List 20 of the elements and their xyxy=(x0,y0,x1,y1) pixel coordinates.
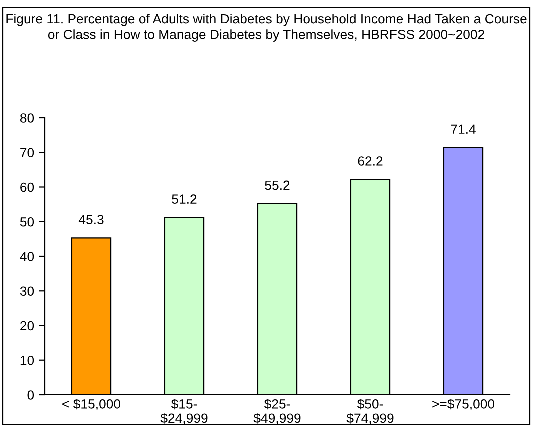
y-tick-label: 40 xyxy=(20,252,34,262)
x-tick-label: $15- $24,999 xyxy=(160,398,208,425)
x-tick-label: < $15,000 xyxy=(62,398,121,410)
x-tick-label: $25- $49,999 xyxy=(254,398,301,425)
data-label: 62.2 xyxy=(358,156,383,166)
x-tick-label: $50- $74,999 xyxy=(346,398,394,425)
x-tick-label: >=$75,000 xyxy=(432,398,495,410)
y-tick-label: 70 xyxy=(20,148,34,158)
y-tick-label: 80 xyxy=(20,114,34,123)
data-label: 45.3 xyxy=(78,215,104,224)
data-label: 51.2 xyxy=(172,194,197,204)
data-label: 55.2 xyxy=(265,180,290,190)
y-tick-label: 60 xyxy=(20,182,34,192)
y-tick-label: 50 xyxy=(20,217,34,227)
chart-title: Figure 11. Percentage of Adults with Diabetes by Household Income Had Taken a Course or Class in How to Manage Diabetes by Themselves, HBRFSS 2000~2002 xyxy=(6,14,527,42)
y-tick-label: 10 xyxy=(20,356,34,366)
data-label: 71.4 xyxy=(451,124,476,134)
y-tick-label: 0 xyxy=(28,390,34,400)
y-tick-label: 30 xyxy=(20,286,34,296)
y-tick-label: 20 xyxy=(20,321,34,331)
